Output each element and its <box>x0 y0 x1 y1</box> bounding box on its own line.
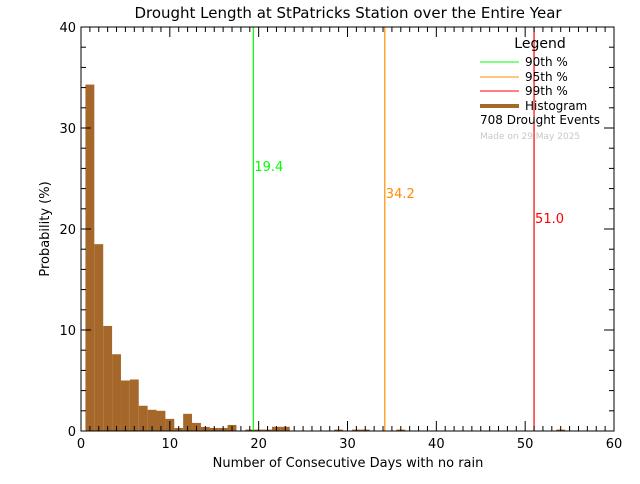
histogram-bar <box>138 405 148 431</box>
x-tick-label: 10 <box>162 437 179 452</box>
legend-title: Legend <box>514 36 565 52</box>
histogram-bar <box>147 409 157 431</box>
histogram-bar <box>112 354 121 431</box>
histogram-bar <box>103 325 113 431</box>
x-tick-label: 20 <box>250 437 267 452</box>
histogram-bar <box>129 379 139 431</box>
y-tick-label: 30 <box>59 122 76 137</box>
y-tick-label: 0 <box>68 425 76 440</box>
legend-entry-histogram: Histogram <box>525 99 587 113</box>
x-tick-label: 40 <box>428 437 445 452</box>
percentile-label-99th: 51.0 <box>535 212 564 227</box>
x-tick-label: 30 <box>339 437 356 452</box>
x-tick-label: 50 <box>517 437 534 452</box>
legend-swatch-histogram <box>480 104 519 108</box>
histogram-bar <box>85 84 95 431</box>
y-axis-label: Probability (%) <box>38 181 53 276</box>
x-tick-label: 60 <box>606 437 623 452</box>
legend-made-on: Made on 29 May 2025 <box>480 132 580 142</box>
y-tick-label: 10 <box>59 324 76 339</box>
legend-event-count: 708 Drought Events <box>480 113 600 127</box>
x-tick-label: 0 <box>77 437 85 452</box>
x-axis-label: Number of Consecutive Days with no rain <box>213 456 484 471</box>
histogram-bar <box>94 244 104 431</box>
legend: Legend 90th % 95th % 99th % Histogram 70… <box>480 36 600 142</box>
y-tick-label: 40 <box>59 21 76 36</box>
histogram-bar <box>120 380 130 431</box>
legend-entry-99th: 99th % <box>525 84 568 98</box>
percentile-label-90th: 19.4 <box>254 160 283 175</box>
legend-entry-90th: 90th % <box>525 55 568 69</box>
y-tick-label: 20 <box>59 223 76 238</box>
percentile-label-95th: 34.2 <box>386 187 415 202</box>
chart-title: Drought Length at StPatricks Station ove… <box>134 4 562 22</box>
histogram-bar <box>156 410 166 431</box>
histogram-bar <box>183 413 193 431</box>
legend-entry-95th: 95th % <box>525 70 568 84</box>
